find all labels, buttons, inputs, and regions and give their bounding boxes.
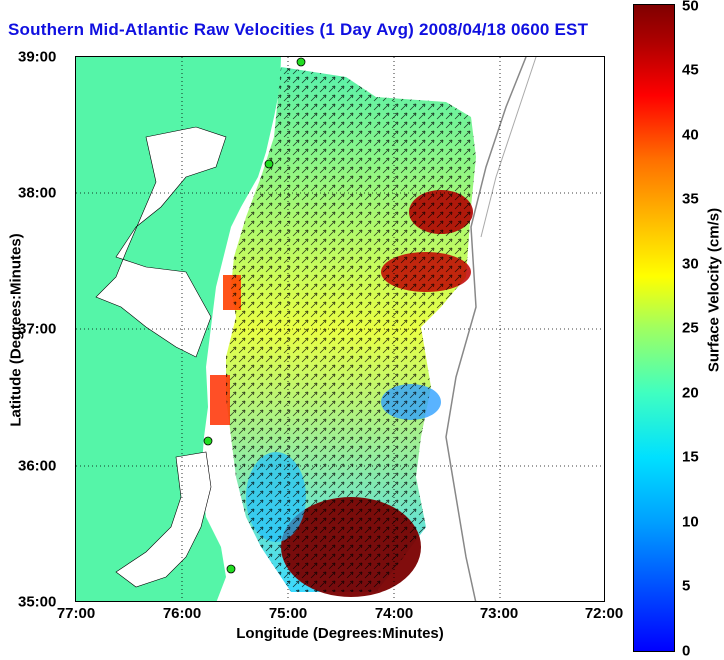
grid-lines [76,57,604,601]
radar-station [264,159,274,169]
bathymetry-contour [445,57,527,601]
title-overlap [604,18,632,44]
y-tick: 36:00 [18,457,57,475]
map-title: Southern Mid-Atlantic Raw Velocities (1 … [8,20,589,39]
x-axis-label: Longitude (Degrees:Minutes) [236,625,444,642]
y-tick: 37:00 [18,320,57,338]
colorbar-tick: 25 [682,319,699,337]
radar-station [296,57,306,67]
colorbar-tick: 0 [682,642,691,660]
y-tick: 38:00 [18,184,57,202]
colorbar [633,4,675,652]
x-tick: 77:00 [56,605,96,622]
y-axis-label: Latitude (Degrees:Minutes) [7,233,25,427]
colorbar-label: Surface Velocity (cm/s) [705,207,723,373]
x-tick: 74:00 [374,605,414,622]
y-tick: 35:00 [18,593,57,611]
colorbar-tick: 45 [682,61,699,79]
colorbar-tick: 50 [682,0,699,15]
x-tick: 73:00 [479,605,519,622]
colorbar-tick: 15 [682,448,699,466]
colorbar-tick: 20 [682,384,699,402]
sound-water [115,451,212,588]
y-tick: 39:00 [18,48,57,66]
radar-station [203,436,213,446]
colorbar-tick: 5 [682,577,691,595]
edge-patch-south [210,375,230,425]
x-tick: 72:00 [584,605,624,622]
map-plot-area [75,56,605,602]
velocity-map [76,57,604,601]
x-tick: 76:00 [162,605,202,622]
colorbar-tick: 10 [682,513,699,531]
colorbar-tick: 40 [682,126,699,144]
radar-station [226,564,236,574]
velocity-vectors [226,67,476,592]
x-tick: 75:00 [268,605,308,622]
colorbar-tick: 30 [682,255,699,273]
colorbar-tick: 35 [682,190,699,208]
bay-water [95,126,227,358]
bathymetry-contour-2 [480,57,537,238]
